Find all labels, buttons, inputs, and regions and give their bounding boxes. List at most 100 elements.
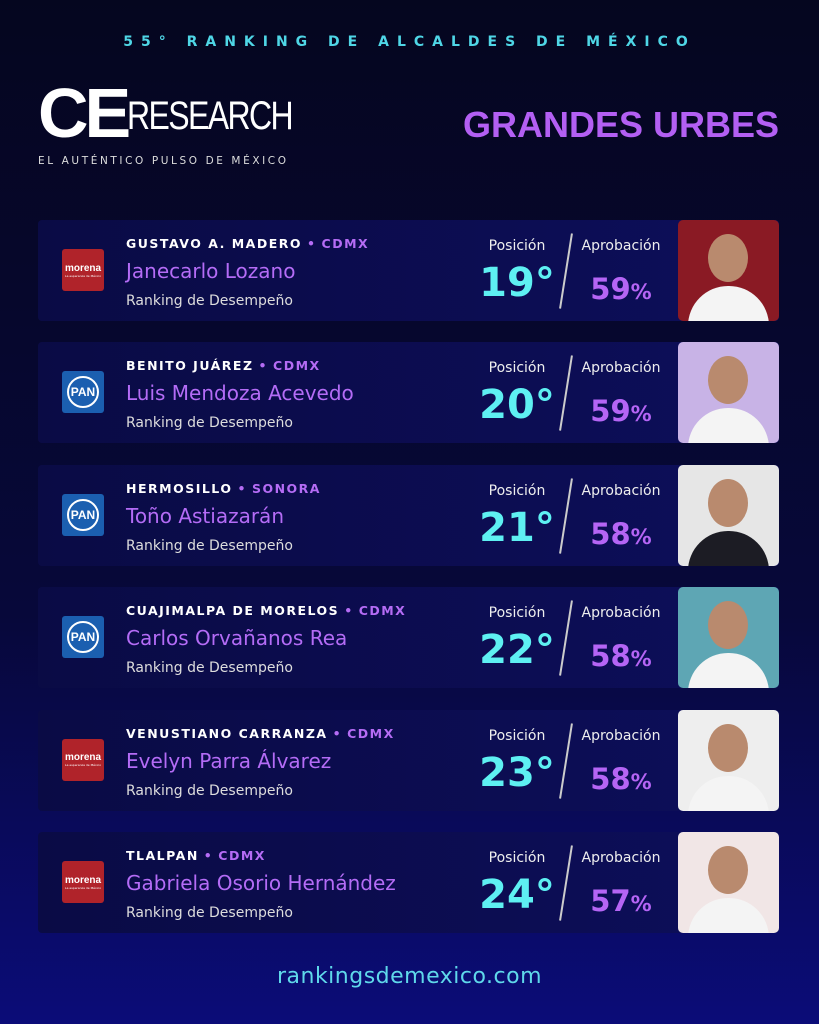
position-label: Posición	[488, 850, 546, 866]
position: 20°	[479, 382, 555, 429]
card: PAN CUAJIMALPA DE MORELOS • CDMX Carlos Orva…	[38, 587, 779, 689]
photo-head	[708, 356, 748, 405]
approval: 59%	[571, 272, 671, 306]
mayor-name: Toño Astiazarán	[126, 503, 284, 528]
card: morena La esperanza de México VENUSTIANO C…	[38, 709, 779, 811]
party-name: PAN	[67, 621, 99, 654]
party-name: PAN	[67, 376, 99, 409]
municipality: HERMOSILLO • SONORA	[126, 481, 321, 496]
party-logo: morena La esperanza de México	[62, 249, 104, 291]
photo-head	[708, 723, 748, 772]
position-label: Posición	[488, 727, 546, 744]
photo-body	[688, 898, 769, 933]
approval-value: 59	[590, 394, 631, 429]
subtitle: Ranking de Desempeño	[126, 293, 293, 309]
approval-label: Aprobación	[581, 482, 661, 499]
approval-label: Aprobación	[581, 360, 661, 377]
photo-body	[688, 653, 769, 689]
party-logo: PAN	[62, 616, 104, 659]
approval-sign: %	[630, 524, 652, 549]
municipality-name: CUAJIMALPA DE MORELOS	[126, 603, 340, 619]
state: CDMX	[273, 358, 321, 374]
approval-label: Aprobación	[581, 727, 661, 744]
section-title: GRANDES URBES	[462, 104, 779, 145]
position-label: Posición	[488, 360, 546, 377]
municipality-name: VENUSTIANO CARRANZA	[126, 725, 328, 741]
separator: •	[344, 603, 354, 619]
logo: CERESEARCH	[38, 78, 334, 148]
subtitle: Ranking de Desempeño	[126, 660, 293, 677]
separator: •	[203, 848, 214, 863]
position-label: Posición	[488, 605, 546, 622]
municipality-name: BENITO JUÁREZ	[126, 358, 254, 374]
municipality: BENITO JUÁREZ • CDMX	[126, 358, 321, 373]
card: PAN BENITO JUÁREZ • CDMX Luis Mendoza Aceved…	[38, 342, 779, 444]
position: 21°	[479, 504, 555, 551]
subtitle: Ranking de Desempeño	[126, 782, 293, 799]
approval-sign: %	[630, 647, 652, 672]
party-logo: morena La esperanza de México	[62, 738, 104, 781]
municipality: CUAJIMALPA DE MORELOS • CDMX	[126, 603, 406, 618]
party-name: morena	[64, 262, 102, 274]
municipality-name: TLALPAN	[126, 848, 199, 863]
municipality: VENUSTIANO CARRANZA • CDMX	[126, 726, 395, 741]
party-tagline: La esperanza de México	[64, 885, 102, 890]
photo-head	[708, 478, 748, 527]
party-name: PAN	[67, 498, 99, 531]
separator: •	[237, 480, 247, 496]
approval: 59%	[571, 394, 671, 428]
logo-ce: CE	[38, 74, 131, 152]
approval-sign: %	[630, 402, 652, 427]
approval: 58%	[571, 517, 671, 551]
card: PAN HERMOSILLO • SONORA Toño Astiazarán Ranki…	[38, 464, 779, 566]
position: 24°	[479, 872, 555, 918]
party-logo: PAN	[62, 371, 104, 414]
approval: 58%	[571, 762, 671, 796]
subtitle: Ranking de Desempeño	[126, 905, 293, 921]
mayor-name: Carlos Orvañanos Rea	[126, 626, 348, 651]
position-label: Posición	[488, 482, 546, 499]
photo	[678, 709, 779, 811]
photo	[678, 464, 779, 566]
approval-label: Aprobación	[581, 850, 661, 866]
mayor-name: Janecarlo Lozano	[126, 259, 296, 283]
photo-head	[708, 601, 748, 650]
photo	[678, 342, 779, 444]
separator: •	[258, 358, 269, 374]
mayor-name: Gabriela Osorio Hernández	[126, 871, 396, 895]
state: CDMX	[347, 725, 395, 741]
approval-sign: %	[630, 280, 652, 304]
photo-body	[688, 408, 769, 444]
approval-label: Aprobación	[581, 605, 661, 622]
position: 23°	[479, 749, 555, 796]
approval-sign: %	[630, 769, 652, 794]
position-label: Posición	[488, 238, 546, 254]
approval-value: 59	[590, 272, 631, 306]
party-name: morena	[64, 874, 102, 886]
photo	[678, 832, 779, 933]
municipality-name: HERMOSILLO	[126, 480, 233, 496]
mayor-name: Luis Mendoza Acevedo	[126, 381, 354, 406]
subtitle: Ranking de Desempeño	[126, 415, 293, 432]
photo	[678, 587, 779, 689]
approval-label: Aprobación	[581, 238, 661, 254]
state: CDMX	[321, 236, 370, 251]
subtitle: Ranking de Desempeño	[126, 537, 293, 554]
photo-body	[688, 530, 769, 566]
photo-head	[708, 846, 748, 894]
photo	[678, 220, 779, 321]
municipality: TLALPAN • CDMX	[126, 848, 266, 863]
municipality: GUSTAVO A. MADERO • CDMX	[126, 236, 369, 251]
footer-url[interactable]: rankingsdemexico.com	[276, 964, 543, 989]
party-logo: morena La esperanza de México	[62, 861, 104, 903]
approval: 58%	[571, 639, 671, 673]
position: 19°	[479, 260, 555, 306]
separator: •	[332, 725, 343, 741]
party-logo: PAN	[62, 493, 104, 536]
party-tagline: La esperanza de México	[64, 763, 102, 768]
tagline: EL AUTÉNTICO PULSO DE MÉXICO	[38, 155, 289, 167]
mayor-name: Evelyn Parra Álvarez	[126, 748, 332, 773]
approval: 57%	[571, 884, 671, 918]
logo-research: RESEARCH	[127, 94, 294, 138]
